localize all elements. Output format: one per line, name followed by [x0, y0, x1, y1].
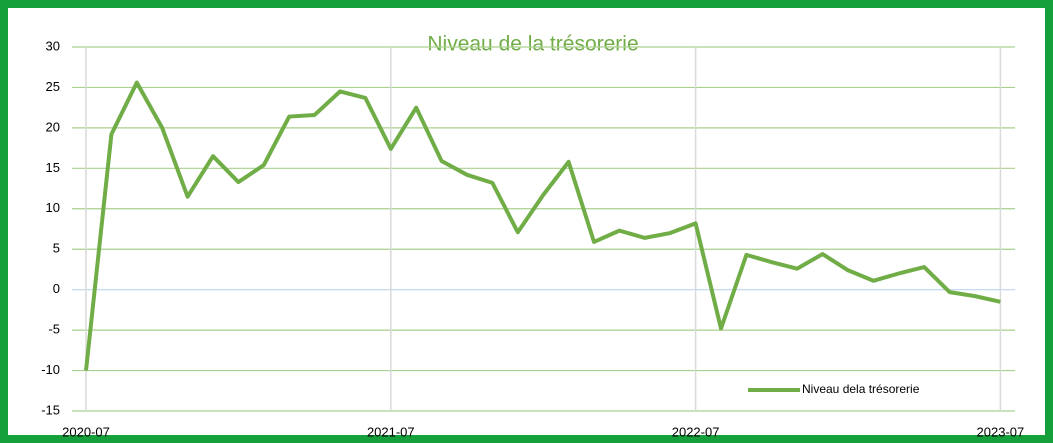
chart-title: Niveau de la trésorerie: [427, 33, 638, 56]
legend-label: Niveau dela trésorerie: [802, 382, 920, 396]
y-tick-label: 25: [46, 79, 60, 94]
y-tick-label: 5: [53, 241, 60, 256]
y-tick-label: 20: [46, 119, 60, 134]
y-tick-label: 0: [53, 281, 60, 296]
y-tick-label: 15: [46, 160, 60, 175]
x-tick-label: 2021-07: [367, 424, 415, 439]
x-tick-label: 2020-07: [62, 424, 110, 439]
x-tick-label: 2022-07: [672, 424, 720, 439]
data-line: [84, 80, 1001, 371]
y-tick-label: 30: [46, 38, 60, 53]
y-tick-label: -15: [41, 402, 60, 417]
y-tick-label: 10: [46, 200, 60, 215]
y-tick-label: -10: [41, 362, 60, 377]
x-tick-label: 2023-07: [977, 424, 1025, 439]
y-tick-label: -5: [48, 322, 60, 337]
